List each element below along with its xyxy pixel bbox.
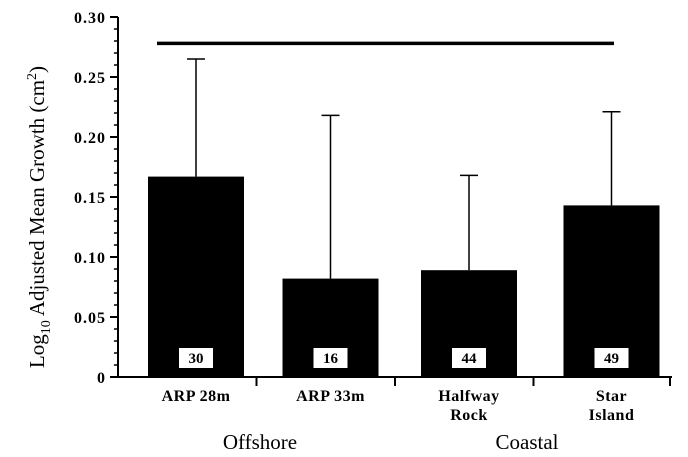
y-tick-label: 0.15 <box>74 190 106 207</box>
sample-size-box <box>452 348 486 368</box>
y-tick-label: 0.30 <box>74 10 106 27</box>
y-tick-label: 0.05 <box>74 310 106 327</box>
group-label: Coastal <box>496 430 559 454</box>
category-label: ARP 33m <box>296 388 365 405</box>
sample-size-box <box>313 348 348 368</box>
sample-size-box <box>179 348 213 368</box>
y-tick-label: 0.20 <box>74 130 106 147</box>
x-axis: ARP 28m ARP 33m Halfway Rock Star Island Offsh… <box>118 376 672 454</box>
y-axis: 0 0.05 0.10 0.15 0.20 0.25 0.30 <box>74 10 119 387</box>
y-axis-title: Log10 Adjusted Mean Growth (cm2) <box>25 66 54 368</box>
bar <box>148 176 244 377</box>
category-label: Halfway <box>438 388 499 405</box>
category-label: Rock <box>450 407 488 424</box>
y-tick-label: 0.10 <box>74 250 106 267</box>
sample-size-box <box>594 348 629 368</box>
category-label: Island <box>589 407 635 424</box>
bars: 30 16 44 49 <box>148 41 660 377</box>
y-tick-label: 0.25 <box>74 70 106 87</box>
sample-size-label: 16 <box>323 351 339 367</box>
sample-size-label: 30 <box>189 351 204 367</box>
group-label: Offshore <box>223 430 297 454</box>
category-label: ARP 28m <box>162 388 231 405</box>
sample-size-label: 49 <box>604 351 619 367</box>
sample-size-label: 44 <box>462 351 478 367</box>
y-tick-label: 0 <box>97 370 106 387</box>
category-label: Star <box>596 388 627 405</box>
